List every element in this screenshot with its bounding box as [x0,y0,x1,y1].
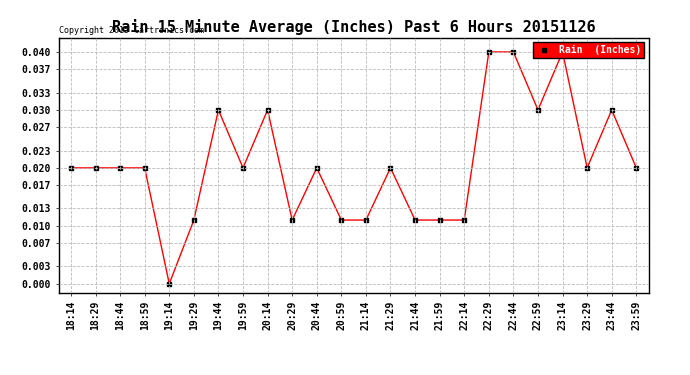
Text: Copyright 2015 Cartronics.com: Copyright 2015 Cartronics.com [59,26,204,35]
Title: Rain 15 Minute Average (Inches) Past 6 Hours 20151126: Rain 15 Minute Average (Inches) Past 6 H… [112,19,595,35]
Legend: Rain  (Inches): Rain (Inches) [533,42,644,58]
